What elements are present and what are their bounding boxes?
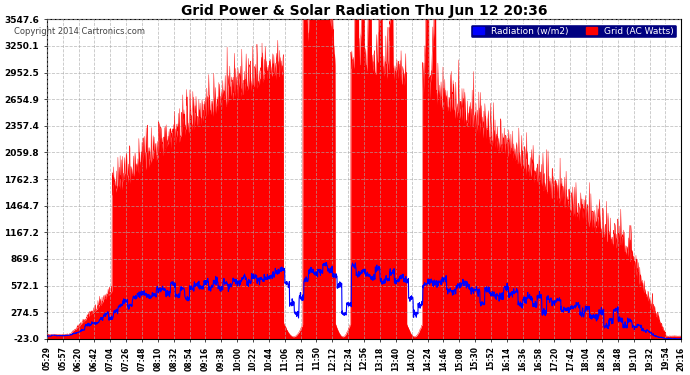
- Legend: Radiation (w/m2), Grid (AC Watts): Radiation (w/m2), Grid (AC Watts): [470, 24, 677, 38]
- Text: Copyright 2014 Cartronics.com: Copyright 2014 Cartronics.com: [14, 27, 145, 36]
- Title: Grid Power & Solar Radiation Thu Jun 12 20:36: Grid Power & Solar Radiation Thu Jun 12 …: [181, 4, 547, 18]
